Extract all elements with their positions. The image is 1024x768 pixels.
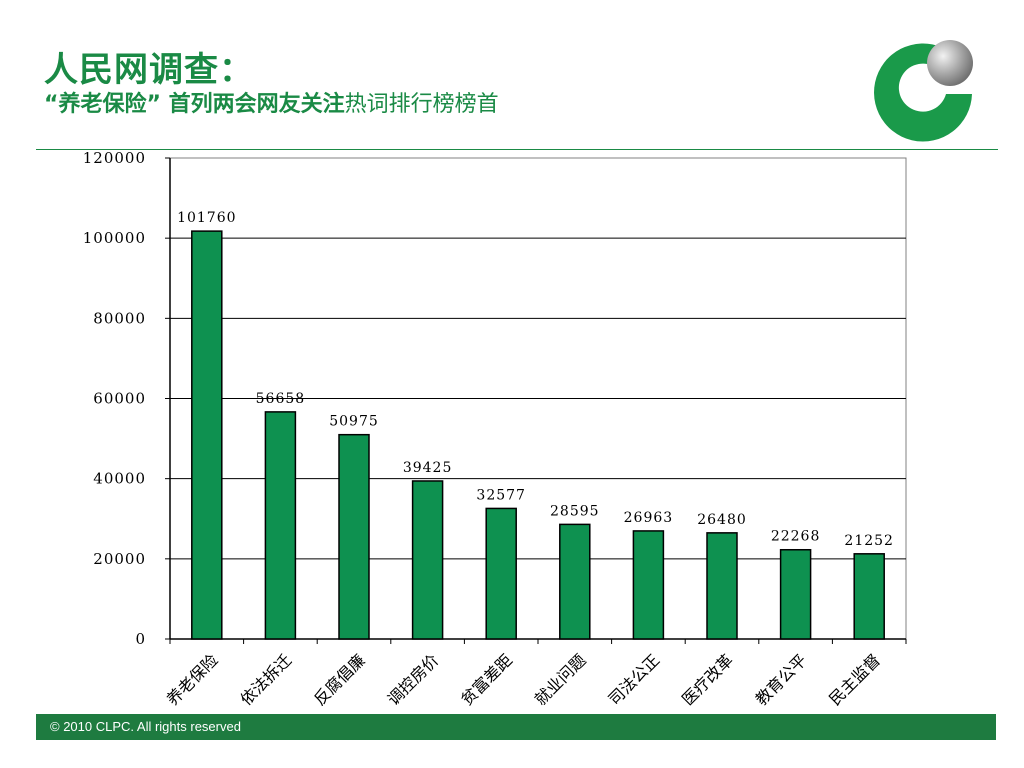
bar-6 <box>559 523 591 640</box>
x-tick-label: 医疗改革 <box>678 650 737 709</box>
logo-sphere <box>927 40 973 86</box>
x-tick-label: 民主监督 <box>825 650 884 709</box>
bar-7 <box>632 530 665 640</box>
data-label: 56658 <box>256 391 306 407</box>
copyright-text: © 2010 CLPC. All rights reserved <box>50 719 241 734</box>
data-label: 32577 <box>476 487 526 503</box>
x-tick-label: 就业问题 <box>531 650 590 709</box>
bar-8 <box>706 532 738 640</box>
data-label: 28595 <box>550 503 600 519</box>
data-label: 26963 <box>624 510 674 526</box>
x-tick-label: 调控房价 <box>384 650 443 709</box>
bar-1 <box>191 230 223 640</box>
data-label: 21252 <box>844 533 894 549</box>
bar-10 <box>853 553 885 640</box>
data-label: 39425 <box>403 460 453 476</box>
bar-2 <box>264 411 297 640</box>
x-tick-label: 司法公正 <box>605 650 664 709</box>
data-label: 26480 <box>697 512 747 528</box>
subtitle-bold: “养老保险” 首列两会网友关注 <box>44 92 345 117</box>
bar-5 <box>485 507 517 640</box>
footer-bar: © 2010 CLPC. All rights reserved <box>36 714 996 740</box>
page-subtitle: “养老保险” 首列两会网友关注热词排行榜榜首 <box>44 86 499 118</box>
data-label: 101760 <box>177 210 236 226</box>
bar-3 <box>338 433 370 640</box>
clpc-logo-icon <box>874 40 973 142</box>
data-label: 22268 <box>771 529 821 545</box>
y-tick-label: 100000 <box>83 229 146 247</box>
page-title: 人民网调查： <box>44 50 254 90</box>
y-tick-label: 60000 <box>93 390 146 408</box>
x-tick-label: 教育公平 <box>752 650 811 709</box>
y-tick-label: 0 <box>135 630 146 648</box>
header-divider <box>36 149 998 150</box>
bar-4 <box>411 480 444 640</box>
x-tick-label: 依法拆迁 <box>237 650 296 709</box>
logo-c-shape <box>874 43 972 142</box>
y-tick-label: 40000 <box>93 470 146 488</box>
subtitle-normal: 热词排行榜榜首 <box>344 92 499 117</box>
x-tick-label: 贫富差距 <box>457 650 516 709</box>
bar-9 <box>779 548 812 640</box>
y-tick-label: 120000 <box>83 149 146 167</box>
bar-chart: 0 20000 40000 60000 80000 100000 120000 101760 养… <box>83 149 907 709</box>
x-tick-label: 反腐倡廉 <box>310 650 369 709</box>
y-tick-label: 20000 <box>93 550 146 568</box>
x-tick-label: 养老保险 <box>163 650 222 709</box>
data-label: 50975 <box>329 414 379 430</box>
y-tick-label: 80000 <box>93 309 146 327</box>
